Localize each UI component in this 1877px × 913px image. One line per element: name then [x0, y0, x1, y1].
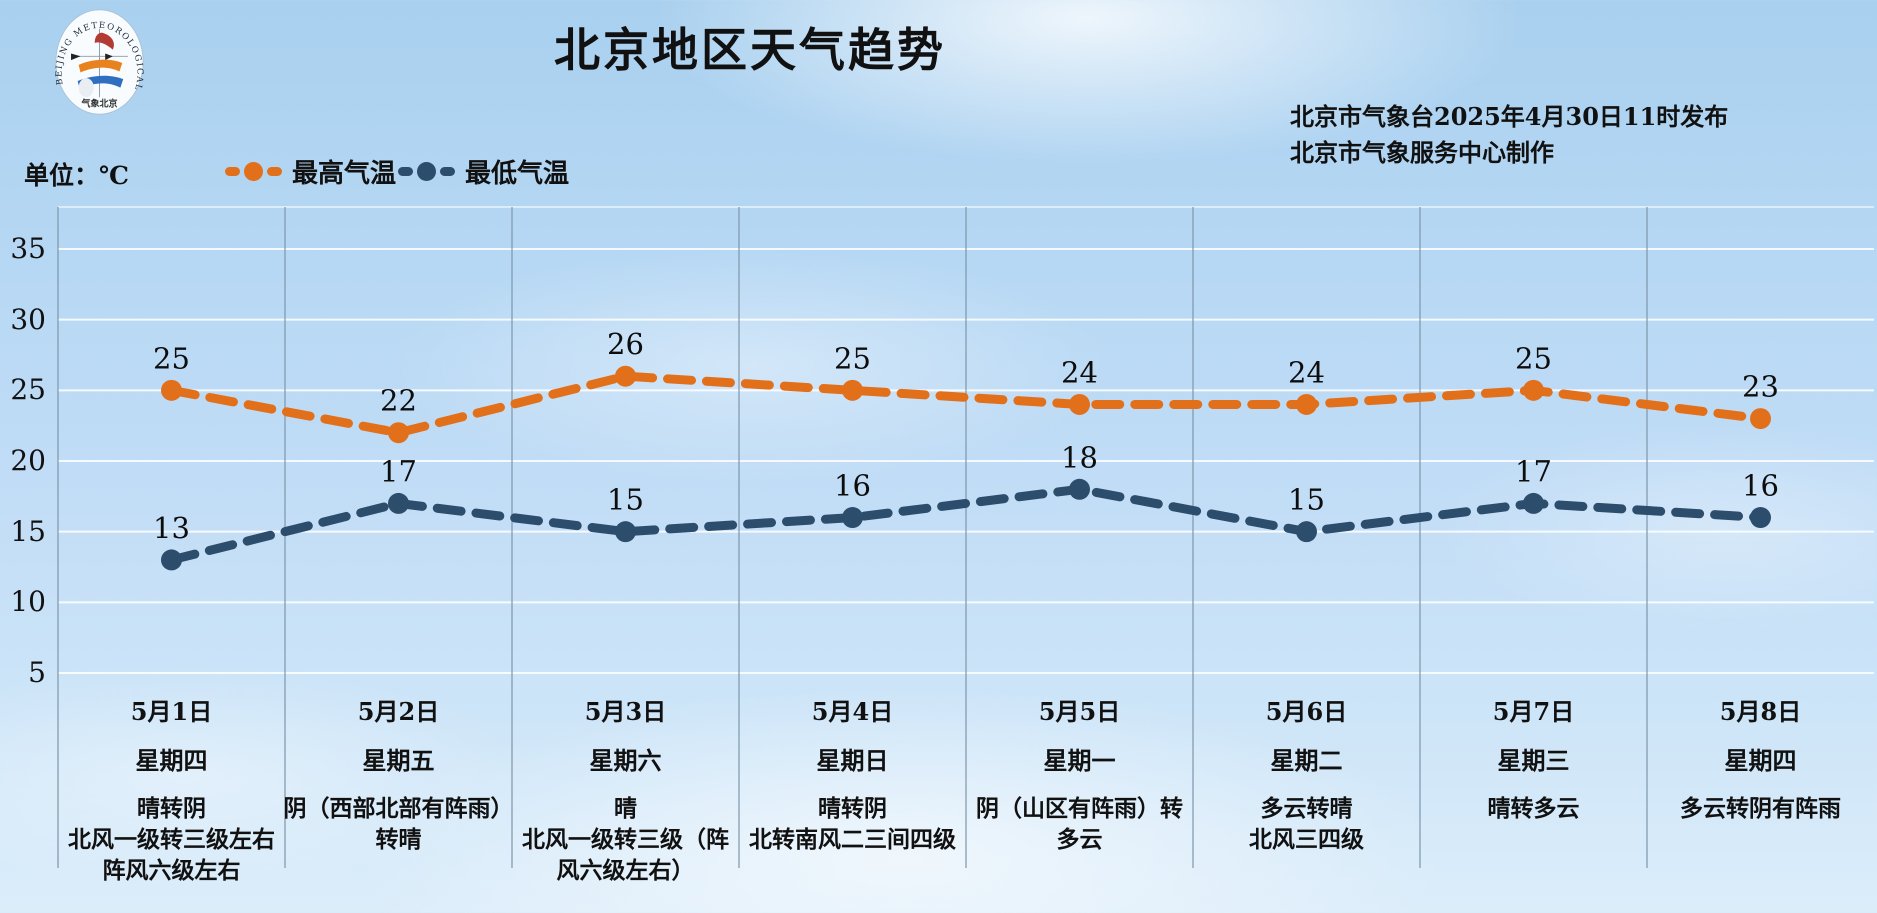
legend-dash [440, 166, 455, 176]
weather-bureau-logo: BEIJING METEOROLOGICAL SERVICE 气象北京 [52, 6, 144, 115]
data-point [842, 507, 863, 529]
publisher-line2: 北京市气象服务中心制作 [1290, 138, 1554, 167]
legend-dot [244, 161, 263, 181]
unit-label: 单位：℃ [24, 161, 129, 190]
data-point [388, 492, 409, 514]
logo-red-swoosh [94, 32, 114, 50]
data-label: 15 [1288, 483, 1325, 517]
data-label: 17 [1515, 454, 1552, 488]
data-point [1750, 408, 1771, 430]
legend-dash [225, 166, 240, 176]
publisher-info: 北京市气象台2025年4月30日11时发布 北京市气象服务中心制作 [1290, 99, 1728, 171]
data-point [161, 549, 182, 571]
data-label: 15 [607, 483, 644, 517]
logo-orange-swoosh [78, 59, 123, 73]
data-label: 26 [607, 327, 644, 361]
logo-bottom-text: 气象北京 [80, 98, 117, 110]
publisher-line1: 北京市气象台2025年4月30日11时发布 [1290, 102, 1729, 131]
data-label: 16 [1742, 469, 1779, 503]
data-point [1523, 379, 1544, 401]
data-label: 25 [834, 341, 871, 375]
data-point [842, 379, 863, 401]
data-point [1069, 393, 1090, 415]
data-point [1523, 492, 1544, 514]
data-label: 24 [1288, 355, 1325, 389]
legend-item: 最低气温 [398, 153, 569, 189]
data-label: 18 [1061, 440, 1098, 474]
legend: 最高气温 最低气温 [0, 153, 1877, 189]
data-point [1750, 507, 1771, 529]
logo-arrow-mid [105, 53, 113, 61]
series-line-low [167, 484, 1765, 565]
legend-item: 最高气温 [225, 153, 396, 189]
data-label: 16 [834, 469, 871, 503]
legend-dash [398, 166, 413, 176]
legend-label: 最低气温 [465, 158, 570, 189]
data-point [1296, 521, 1317, 543]
legend-dot [417, 161, 436, 181]
data-label: 13 [153, 511, 190, 545]
data-label: 17 [380, 454, 417, 488]
data-label: 22 [380, 384, 417, 418]
logo-arrow-left [71, 53, 81, 61]
series-line-high [167, 371, 1765, 438]
data-point [1069, 478, 1090, 500]
data-point [161, 379, 182, 401]
legend-label: 最高气温 [292, 158, 397, 189]
data-point [1296, 393, 1317, 415]
page-title: 北京地区天气趋势 [554, 23, 946, 77]
data-label: 23 [1742, 370, 1779, 404]
data-point [388, 422, 409, 444]
data-label: 25 [153, 341, 190, 375]
data-point [615, 521, 636, 543]
data-point [615, 365, 636, 387]
data-label: 24 [1061, 355, 1098, 389]
legend-dash [267, 166, 282, 176]
data-label: 25 [1515, 341, 1552, 375]
logo-radar-dome [78, 78, 94, 98]
